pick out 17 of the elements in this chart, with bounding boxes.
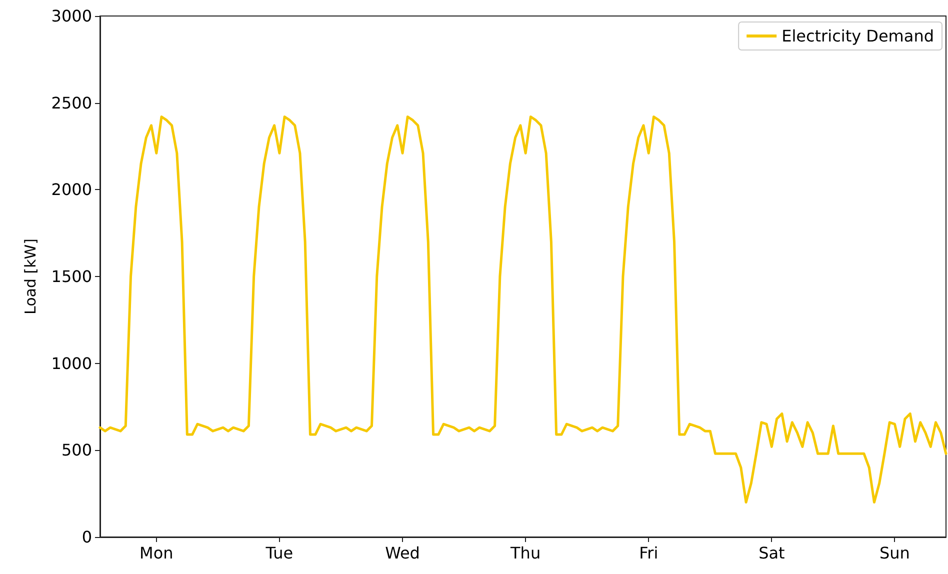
x-tick-label: Sun: [880, 544, 910, 562]
y-axis-title: Load [kW]: [22, 238, 40, 314]
y-tick-label: 2500: [51, 93, 92, 112]
line-series: [98, 115, 948, 504]
x-tick-label: Wed: [385, 544, 420, 562]
x-tick-label: Thu: [510, 544, 541, 562]
x-tick-label: Sat: [758, 544, 785, 562]
x-tick-label: Tue: [264, 544, 294, 562]
y-tick-label: 1000: [51, 354, 92, 373]
legend-label: Electricity Demand: [782, 26, 934, 46]
x-tick-label: Fri: [639, 544, 658, 562]
y-tick-label: 1500: [51, 267, 92, 286]
y-tick-label: 2000: [51, 180, 92, 200]
y-tick-label: 3000: [51, 6, 92, 26]
y-tick-label: 0: [82, 528, 92, 546]
x-tick-label: Mon: [140, 544, 174, 562]
y-tick-label: 500: [61, 440, 92, 460]
